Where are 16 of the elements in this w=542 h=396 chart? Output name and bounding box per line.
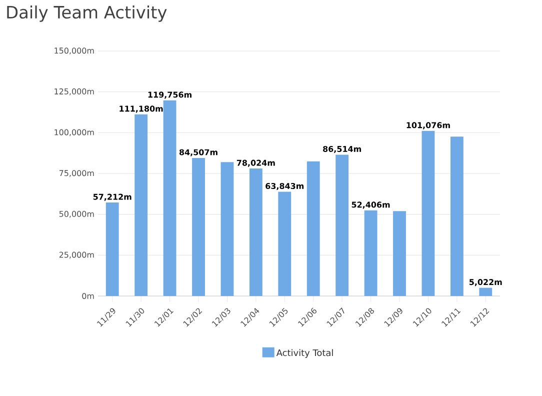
bar (393, 211, 406, 296)
bar (163, 100, 176, 296)
bar (479, 288, 492, 296)
legend-label: Activity Total (276, 349, 333, 358)
bar (306, 161, 320, 296)
bar (220, 162, 234, 296)
chart-title: Daily Team Activity (7, 6, 167, 22)
bar (364, 210, 378, 296)
bar (450, 136, 464, 296)
bar (278, 192, 292, 296)
bar (106, 202, 119, 296)
bar (192, 158, 205, 296)
bar (336, 154, 349, 296)
bar (422, 130, 435, 296)
bar (134, 114, 148, 296)
bar (249, 168, 262, 296)
